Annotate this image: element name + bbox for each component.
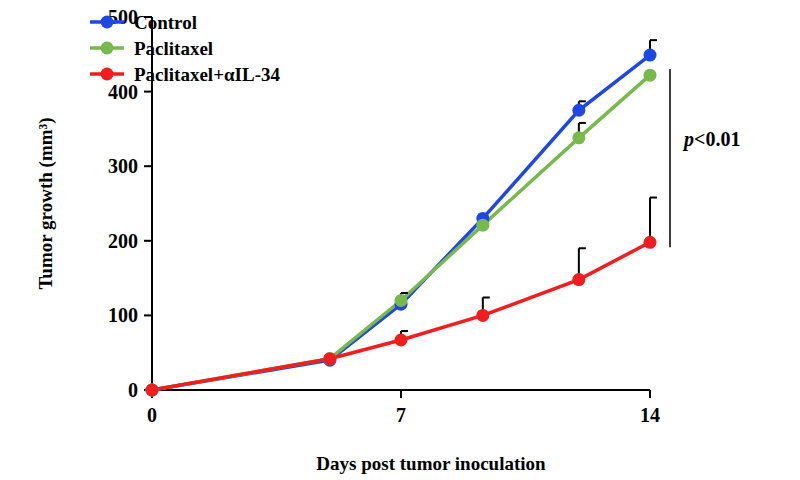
data-point — [146, 384, 159, 397]
error-cap — [650, 197, 657, 199]
error-cap — [579, 247, 586, 249]
significance-bracket — [669, 69, 671, 247]
error-cap — [401, 330, 408, 332]
data-point — [323, 352, 336, 365]
annotation: p<0.01 — [682, 128, 740, 151]
error-stem — [649, 198, 651, 243]
series-line — [152, 242, 650, 390]
y-tick-label: 0 — [128, 379, 138, 401]
y-tick — [144, 91, 152, 93]
y-tick-label: 100 — [108, 304, 138, 326]
series-line — [152, 75, 650, 390]
x-tick-label: 0 — [147, 404, 157, 426]
data-point — [644, 69, 657, 82]
data-point — [395, 334, 408, 347]
x-axis-title: Days post tumor inoculation — [316, 453, 546, 474]
x-tick-label: 14 — [640, 404, 660, 426]
x-tick — [400, 390, 402, 398]
legend-label: Control — [134, 12, 197, 33]
y-tick — [144, 165, 152, 167]
error-cap — [650, 39, 657, 41]
error-cap — [401, 292, 408, 294]
data-point — [572, 131, 585, 144]
legend-marker — [101, 42, 114, 55]
y-tick — [144, 240, 152, 242]
legend-marker — [101, 16, 114, 29]
error-bar — [650, 198, 657, 243]
legend-marker — [101, 68, 114, 81]
plot-area — [146, 40, 658, 396]
x-tick — [649, 390, 651, 398]
x-tick-label: 7 — [396, 404, 406, 426]
error-cap — [579, 100, 586, 102]
data-point — [476, 309, 489, 322]
data-point — [644, 236, 657, 249]
chart: 01002003004005000714Days post tumor inoc… — [0, 0, 800, 480]
y-tick-label: 200 — [108, 230, 138, 252]
data-point — [644, 49, 657, 62]
legend-label: Paclitaxel — [134, 38, 213, 59]
series-line — [152, 55, 650, 390]
legend-label: Paclitaxel+αIL-34 — [134, 64, 280, 85]
error-cap — [579, 122, 586, 124]
data-point — [572, 273, 585, 286]
data-point — [572, 104, 585, 117]
y-tick-label: 300 — [108, 155, 138, 177]
y-axis-title: Tumor growth (mm³) — [35, 117, 57, 289]
data-point — [323, 352, 336, 365]
y-tick — [144, 314, 152, 316]
data-point — [146, 384, 159, 397]
error-cap — [483, 296, 490, 298]
data-point — [146, 384, 159, 397]
data-point — [395, 294, 408, 307]
data-point — [476, 219, 489, 232]
